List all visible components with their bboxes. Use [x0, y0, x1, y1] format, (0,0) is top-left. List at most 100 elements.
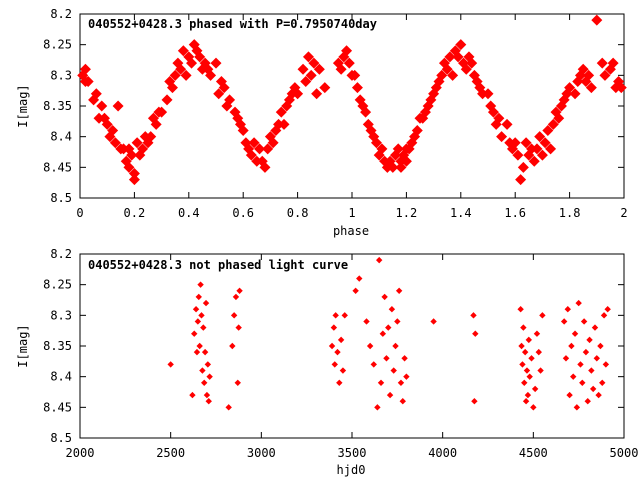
data-point: [248, 137, 260, 149]
data-point: [161, 94, 173, 106]
data-point: [229, 342, 236, 350]
y-axis-label: I[mag]: [16, 84, 30, 127]
data-point: [379, 330, 387, 337]
x-tick-label: 1.6: [504, 206, 526, 220]
x-tick-label: 0.8: [287, 206, 309, 220]
data-point: [536, 149, 548, 161]
y-tick-label: 8.35: [43, 99, 72, 113]
data-point: [589, 385, 597, 393]
data-point: [520, 137, 532, 149]
y-tick-label: 8.5: [50, 191, 72, 205]
data-point: [194, 51, 206, 63]
data-point: [189, 391, 196, 399]
data-point: [82, 75, 94, 87]
data-point: [519, 361, 526, 368]
plot-frame: [79, 253, 625, 439]
data-point: [604, 306, 611, 313]
data-point: [166, 82, 178, 94]
data-point: [196, 342, 203, 350]
data-point: [203, 391, 211, 399]
data-point: [386, 391, 394, 399]
data-point: [335, 63, 347, 75]
y-tick-label: 8.45: [43, 160, 72, 174]
plot-frame: [79, 13, 625, 199]
data-point: [224, 94, 236, 106]
y-tick-label: 8.25: [43, 278, 72, 292]
data-point: [595, 391, 602, 399]
data-point: [482, 88, 494, 100]
y-axis-ticks: 8.2 8.25 8.3 8.35 8.4 8.45 8.5: [43, 247, 624, 445]
data-point: [518, 342, 525, 350]
x-tick-label: 0.4: [178, 206, 200, 220]
data-point: [192, 306, 200, 313]
data-point: [496, 131, 508, 143]
data-point: [90, 88, 102, 100]
data-point: [539, 312, 546, 319]
data-point: [234, 379, 241, 386]
data-point: [275, 106, 287, 118]
data-point: [512, 149, 524, 161]
data-point: [588, 367, 595, 374]
data-point: [580, 318, 588, 325]
chart-title: 040552+0428.3 not phased light curve: [88, 258, 348, 272]
data-point: [545, 143, 557, 155]
data-point: [202, 299, 210, 307]
data-point: [593, 355, 600, 362]
data-point: [471, 398, 478, 405]
data-point: [455, 39, 467, 51]
data-point: [198, 312, 205, 319]
data-point: [564, 82, 576, 94]
data-point: [525, 336, 532, 344]
data-point: [109, 137, 121, 149]
data-point: [392, 342, 399, 350]
data-point: [356, 275, 363, 282]
data-point: [236, 287, 243, 294]
data-points: [167, 256, 611, 411]
data-point: [278, 118, 290, 130]
y-tick-label: 8.3: [50, 308, 72, 322]
data-point: [137, 143, 149, 155]
y-tick-label: 8.45: [43, 400, 72, 414]
data-point: [193, 348, 201, 356]
data-point: [537, 367, 544, 374]
data-point: [591, 324, 599, 331]
data-point: [517, 161, 529, 173]
data-point: [230, 312, 238, 319]
data-point: [332, 312, 339, 319]
data-point: [411, 125, 423, 137]
data-point: [341, 312, 348, 319]
x-axis-ticks: 2000 2500 3000 3500 4000 4500 5000: [66, 254, 638, 460]
data-point: [542, 125, 554, 137]
data-point: [579, 379, 586, 386]
data-point: [351, 82, 363, 94]
y-tick-label: 8.4: [50, 370, 72, 384]
data-point: [237, 125, 249, 137]
data-point: [515, 174, 527, 186]
data-point: [597, 342, 604, 350]
data-point: [607, 57, 619, 69]
data-point: [395, 161, 407, 173]
data-point: [180, 69, 192, 81]
data-point: [319, 82, 331, 94]
x-tick-label: 4000: [428, 446, 457, 460]
data-point: [305, 69, 317, 81]
data-point: [120, 155, 132, 167]
data-point: [232, 293, 240, 301]
y-tick-label: 8.35: [43, 339, 72, 353]
data-point: [131, 137, 143, 149]
data-point: [403, 373, 410, 380]
data-point: [566, 391, 573, 399]
data-point: [200, 324, 207, 331]
data-point: [521, 379, 528, 386]
x-tick-label: 1.2: [396, 206, 418, 220]
x-axis-label: hjd0: [337, 463, 366, 477]
data-point: [292, 88, 304, 100]
data-point: [123, 161, 135, 173]
data-point: [564, 306, 571, 313]
data-point: [331, 361, 338, 368]
data-point: [517, 306, 524, 313]
data-point: [169, 69, 181, 81]
data-point: [107, 125, 119, 137]
data-point: [470, 312, 477, 319]
